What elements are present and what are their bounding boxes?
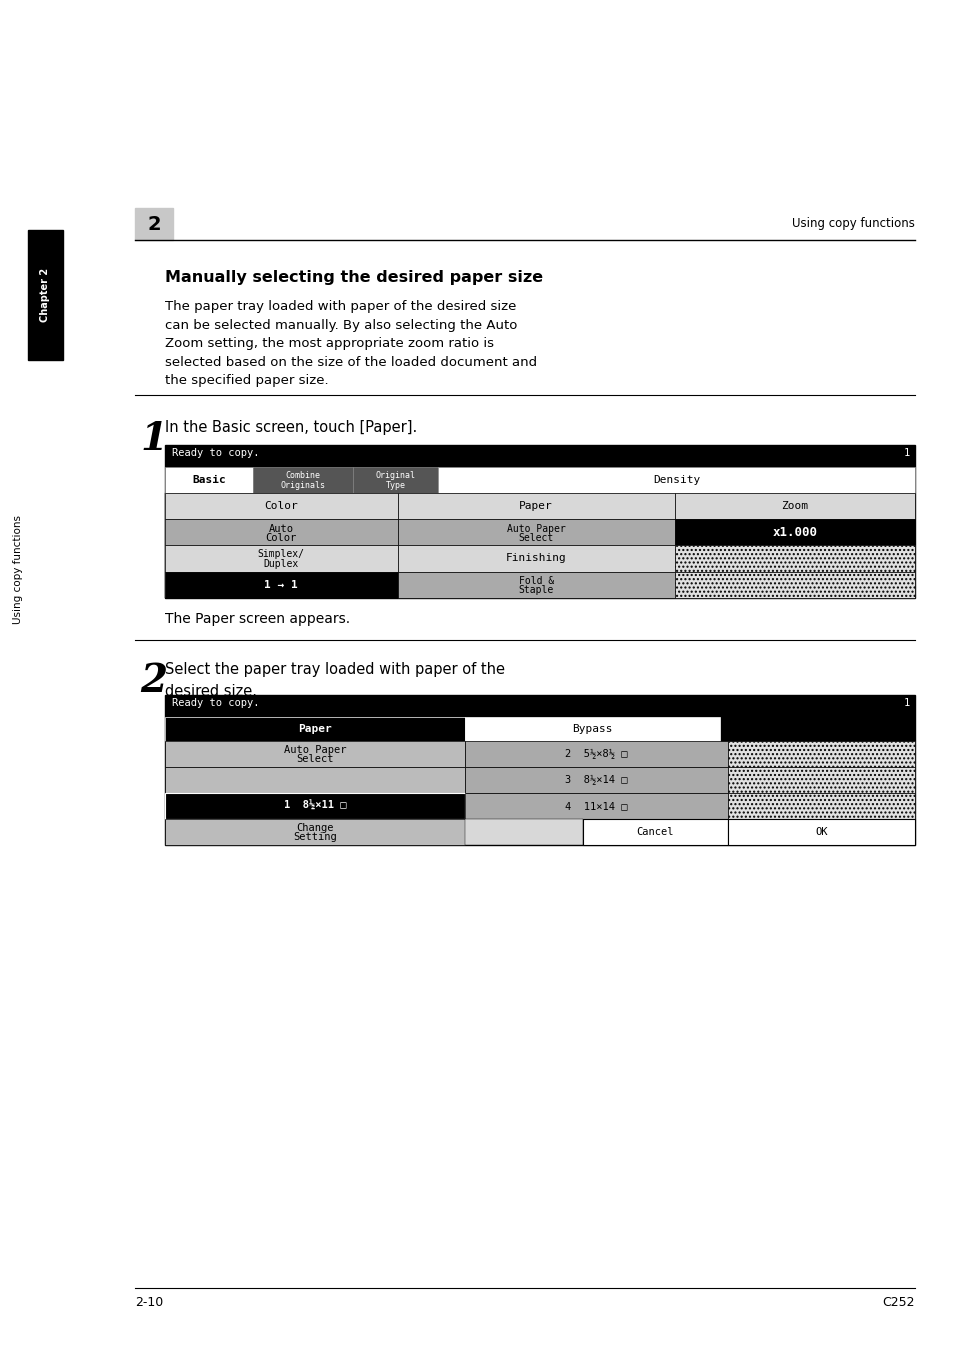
Bar xyxy=(165,446,914,598)
Text: Originals: Originals xyxy=(280,481,325,490)
Text: 2  5½×8½ □: 2 5½×8½ □ xyxy=(564,749,627,759)
Text: Zoom: Zoom xyxy=(781,501,807,510)
Bar xyxy=(253,467,353,493)
Text: Auto: Auto xyxy=(269,524,294,533)
Text: Color: Color xyxy=(265,533,296,543)
Text: Ready to copy.: Ready to copy. xyxy=(172,698,259,707)
Bar xyxy=(397,518,675,545)
Text: 4  11×14 □: 4 11×14 □ xyxy=(564,801,627,811)
Bar xyxy=(165,792,464,819)
Text: Staple: Staple xyxy=(518,585,554,595)
Text: Cancel: Cancel xyxy=(636,828,674,837)
Text: Simplex/: Simplex/ xyxy=(257,549,304,559)
Text: 1  8½×11 □: 1 8½×11 □ xyxy=(283,801,346,811)
Text: 3  8½×14 □: 3 8½×14 □ xyxy=(564,775,627,784)
Bar xyxy=(437,467,914,493)
Text: Combine: Combine xyxy=(285,471,320,479)
Text: Type: Type xyxy=(385,481,405,490)
Bar xyxy=(675,518,914,545)
Text: Fold &: Fold & xyxy=(518,576,554,586)
Bar xyxy=(165,493,397,518)
Bar xyxy=(165,545,397,571)
Text: Original: Original xyxy=(375,471,416,479)
Text: Using copy functions: Using copy functions xyxy=(13,516,23,625)
Bar xyxy=(165,571,397,598)
Bar xyxy=(727,741,914,767)
Bar xyxy=(464,767,727,792)
Bar xyxy=(582,819,727,845)
Text: Paper: Paper xyxy=(518,501,553,510)
Text: C252: C252 xyxy=(882,1296,914,1310)
Text: Auto Paper: Auto Paper xyxy=(506,524,565,533)
Bar xyxy=(165,819,464,845)
Bar xyxy=(727,767,914,792)
Text: Manually selecting the desired paper size: Manually selecting the desired paper siz… xyxy=(165,270,542,285)
Bar xyxy=(165,717,464,741)
Text: Finishing: Finishing xyxy=(505,554,566,563)
Text: In the Basic screen, touch [Paper].: In the Basic screen, touch [Paper]. xyxy=(165,420,416,435)
Text: 2: 2 xyxy=(147,215,161,234)
Bar xyxy=(675,571,914,598)
Text: 2-10: 2-10 xyxy=(135,1296,163,1310)
Text: Basic: Basic xyxy=(192,475,226,485)
Text: 1 → 1: 1 → 1 xyxy=(264,579,297,590)
Text: Select the paper tray loaded with paper of the
desired size.: Select the paper tray loaded with paper … xyxy=(165,662,504,698)
Text: The paper tray loaded with paper of the desired size
can be selected manually. B: The paper tray loaded with paper of the … xyxy=(165,300,537,387)
Bar xyxy=(464,741,727,767)
Bar xyxy=(397,571,675,598)
Bar xyxy=(397,545,675,571)
Text: x1.000: x1.000 xyxy=(772,525,817,539)
Bar xyxy=(397,493,675,518)
Text: Bypass: Bypass xyxy=(572,724,612,734)
Text: Setting: Setting xyxy=(293,832,336,842)
Text: The Paper screen appears.: The Paper screen appears. xyxy=(165,612,350,626)
Bar xyxy=(165,695,914,845)
Bar xyxy=(353,467,437,493)
Bar xyxy=(727,819,914,845)
Bar xyxy=(165,493,914,598)
Bar xyxy=(165,467,253,493)
Text: Select: Select xyxy=(296,755,334,764)
Bar xyxy=(165,518,397,545)
Text: Select: Select xyxy=(518,533,554,543)
Bar xyxy=(727,792,914,819)
Text: Duplex: Duplex xyxy=(263,559,298,568)
Bar xyxy=(165,741,464,767)
Bar xyxy=(135,208,172,240)
Text: Density: Density xyxy=(652,475,700,485)
Bar xyxy=(464,717,720,741)
Text: Ready to copy.: Ready to copy. xyxy=(172,448,259,458)
Text: 1: 1 xyxy=(902,698,909,707)
Text: Chapter 2: Chapter 2 xyxy=(40,267,51,323)
Text: 1: 1 xyxy=(140,420,167,458)
Text: 1: 1 xyxy=(902,448,909,458)
Bar xyxy=(464,819,582,845)
Text: OK: OK xyxy=(814,828,826,837)
Text: Paper: Paper xyxy=(297,724,332,734)
Bar xyxy=(675,493,914,518)
Text: Auto Paper: Auto Paper xyxy=(283,745,346,755)
Bar xyxy=(165,767,464,792)
Bar xyxy=(675,545,914,571)
Bar xyxy=(28,230,63,360)
Text: 2: 2 xyxy=(140,662,167,701)
Text: Change: Change xyxy=(296,824,334,833)
Text: Color: Color xyxy=(264,501,297,510)
Text: Using copy functions: Using copy functions xyxy=(791,217,914,231)
Bar xyxy=(464,792,727,819)
